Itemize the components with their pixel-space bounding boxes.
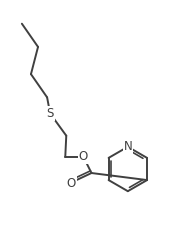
Text: N: N [124,140,132,153]
Text: O: O [79,150,88,163]
Text: S: S [46,107,54,120]
Text: O: O [67,177,76,190]
